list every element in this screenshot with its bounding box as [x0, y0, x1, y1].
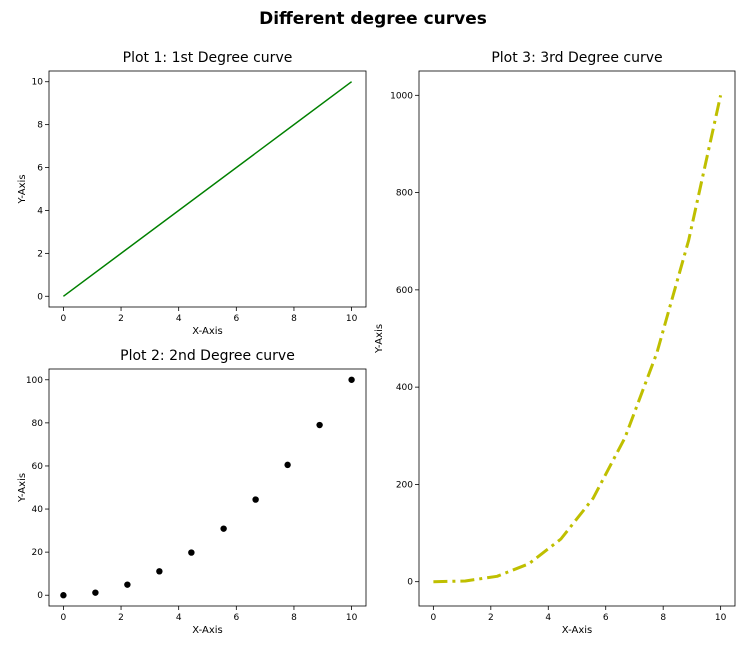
- x-tick-label: 6: [603, 613, 609, 623]
- x-tick-label: 10: [346, 613, 358, 623]
- plot-frame: [48, 70, 367, 308]
- x-tick-label: 2: [488, 613, 494, 623]
- y-tick-label: 4: [37, 206, 43, 216]
- x-tick-label: 8: [660, 613, 666, 623]
- series-line: [62, 81, 353, 297]
- x-tick-label: 10: [346, 314, 358, 324]
- x-tick-label: 4: [176, 613, 182, 623]
- y-tick-label: 10: [32, 78, 44, 88]
- x-tick-label: 2: [118, 613, 124, 623]
- y-tick-label: 8: [37, 121, 43, 131]
- plot-3-third-degree: Plot 3: 3rd Degree curve 0 2 4 6 8 10 0 200 400 60…: [374, 50, 736, 636]
- x-tick-label: 0: [61, 613, 67, 623]
- data-point: [124, 581, 131, 588]
- x-tick-label: 4: [545, 613, 551, 623]
- y-tick-label: 0: [37, 292, 43, 302]
- y-tick-label: 400: [396, 383, 413, 393]
- y-tick-label: 0: [407, 578, 413, 588]
- data-point: [60, 592, 67, 599]
- plot-frame: [48, 368, 367, 607]
- y-axis-label: Y-Axis: [17, 473, 28, 503]
- plot-title: Plot 3: 3rd Degree curve: [491, 50, 662, 66]
- data-point: [252, 496, 259, 503]
- x-tick-label: 4: [176, 314, 182, 324]
- y-tick-label: 200: [396, 480, 413, 490]
- data-point: [156, 568, 163, 575]
- x-tick-label: 6: [233, 314, 239, 324]
- plot-title: Plot 2: 2nd Degree curve: [120, 348, 295, 364]
- data-point: [220, 525, 227, 532]
- y-tick-label: 60: [32, 462, 44, 472]
- y-tick-label: 2: [37, 249, 43, 259]
- data-point: [348, 376, 355, 383]
- x-tick-label: 6: [233, 613, 239, 623]
- x-axis-label: X-Axis: [192, 326, 223, 337]
- data-point: [284, 461, 291, 469]
- x-tick-label: 8: [291, 314, 297, 324]
- data-point: [188, 549, 195, 556]
- figure-title: Different degree curves: [259, 9, 487, 29]
- x-axis-label: X-Axis: [192, 625, 223, 636]
- y-tick-label: 80: [32, 419, 44, 429]
- plot-title: Plot 1: 1st Degree curve: [123, 50, 293, 66]
- y-tick-label: 800: [396, 189, 413, 199]
- y-axis-label: Y-Axis: [17, 174, 28, 204]
- data-point: [316, 421, 323, 429]
- y-tick-label: 6: [37, 164, 43, 174]
- x-tick-label: 10: [715, 613, 727, 623]
- data-point: [92, 589, 99, 596]
- y-tick-label: 1000: [390, 91, 413, 101]
- y-axis-label: Y-Axis: [374, 324, 385, 354]
- x-tick-label: 8: [291, 613, 297, 623]
- x-tick-label: 0: [61, 314, 67, 324]
- plot-frame: [418, 70, 736, 607]
- series-line: [433, 94, 723, 584]
- x-axis-label: X-Axis: [562, 625, 593, 636]
- x-tick-label: 0: [430, 613, 436, 623]
- x-tick-label: 2: [118, 314, 124, 324]
- y-tick-label: 100: [26, 376, 43, 386]
- plot-1-first-degree: Plot 1: 1st Degree curve 0 2 4 6 8 10 0 2 4 6 8 10 X-…: [17, 50, 367, 337]
- y-tick-label: 40: [32, 505, 44, 515]
- y-tick-label: 20: [32, 548, 44, 558]
- y-tick-label: 0: [37, 591, 43, 601]
- y-tick-label: 600: [396, 286, 413, 296]
